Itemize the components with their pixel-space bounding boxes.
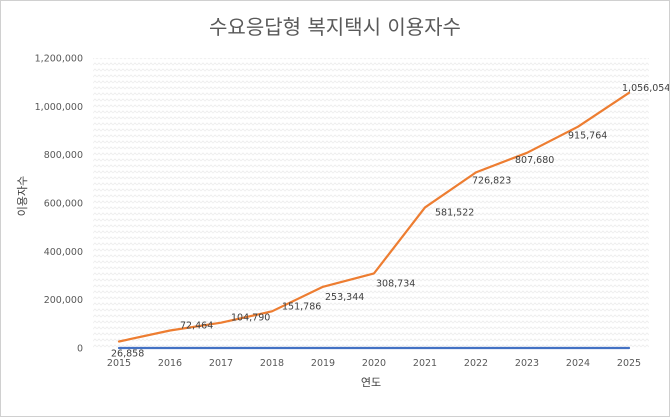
data-label: 581,522	[435, 207, 474, 218]
y-tick-label: 400,000	[44, 247, 83, 258]
x-tick-label: 2017	[209, 358, 233, 369]
data-label: 72,464	[180, 320, 213, 331]
x-tick-label: 2019	[311, 358, 335, 369]
x-tick-label: 2020	[362, 358, 386, 369]
chart-title: 수요응답형 복지택시 이용자수	[209, 15, 461, 39]
data-label: 151,786	[282, 301, 321, 312]
y-tick-label: 0	[77, 344, 83, 355]
data-labels: 26,858 72,464 104,790 151,786 253,344 308,734…	[111, 83, 669, 360]
data-label: 253,344	[325, 292, 364, 303]
data-label: 104,790	[231, 313, 270, 324]
y-axis: 0 200,000 400,000 600,000 800,000 1,000,000 1,…	[35, 54, 83, 355]
x-axis: 2015 2016 2017 2018 2019 2020 2021 2022 2023 2024…	[107, 358, 641, 369]
x-tick-label: 2021	[413, 358, 437, 369]
data-label: 807,680	[515, 155, 554, 166]
y-tick-label: 600,000	[44, 199, 83, 210]
series-line	[117, 91, 631, 343]
data-label: 26,858	[111, 349, 144, 360]
data-label: 915,764	[568, 131, 607, 142]
x-tick-label: 2024	[566, 358, 590, 369]
y-tick-label: 1,000,000	[35, 102, 83, 113]
x-tick-label: 2015	[107, 358, 131, 369]
x-tick-label: 2023	[515, 358, 539, 369]
y-tick-label: 200,000	[44, 295, 83, 306]
x-tick-label: 2025	[617, 358, 641, 369]
x-tick-label: 2022	[464, 358, 488, 369]
y-tick-label: 1,200,000	[35, 54, 83, 65]
plot-area	[93, 58, 649, 348]
x-tick-label: 2016	[158, 358, 182, 369]
series-group	[117, 91, 631, 350]
x-axis-title: 연도	[361, 376, 381, 389]
data-label: 1,056,054	[622, 83, 669, 94]
y-tick-label: 800,000	[44, 150, 83, 161]
data-label: 726,823	[472, 175, 511, 186]
y-axis-title: 이용자수	[16, 176, 29, 216]
data-label: 308,734	[376, 278, 415, 289]
x-tick-label: 2018	[260, 358, 284, 369]
